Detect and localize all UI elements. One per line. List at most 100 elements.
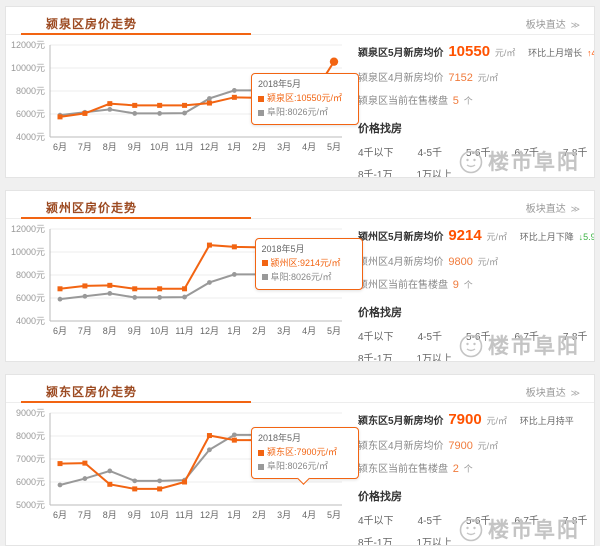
prev-month-stat: 颍泉区4月新房均价 7152 元/㎡ — [358, 69, 594, 84]
price-range-link[interactable]: 4-5千 — [417, 332, 443, 343]
price-range-link[interactable]: 7-8千 — [562, 516, 588, 527]
svg-text:4月: 4月 — [302, 142, 316, 152]
trend-label: 环比上月持平 — [519, 416, 574, 426]
stat-label: 颍州区当前在售楼盘 — [358, 280, 448, 291]
listing-count-stat: 颍泉区当前在售楼盘 5 个 — [358, 92, 594, 107]
price-range-link[interactable]: 1万以上 — [416, 170, 453, 178]
price-range-link[interactable]: 1万以上 — [416, 538, 453, 546]
svg-text:6月: 6月 — [53, 326, 67, 336]
trend-label: 环比上月增长 — [528, 48, 583, 58]
svg-text:3月: 3月 — [277, 510, 291, 520]
trend-label: 环比上月下降 — [519, 232, 574, 242]
svg-text:9月: 9月 — [128, 326, 142, 336]
price-range-link[interactable]: 7-8千 — [562, 332, 588, 343]
listing-count-stat: 颍东区当前在售楼盘 2 个 — [358, 460, 594, 475]
prev-price-value: 7152 — [448, 72, 473, 84]
price-range-link[interactable]: 4千以下 — [358, 148, 394, 159]
svg-text:3月: 3月 — [277, 326, 291, 336]
chart-area: 12000元 10000元 8000元 6000元 4000元 6月 7月 8月 9月 10月 11… — [6, 37, 359, 167]
stat-label: 颍州区5月新房均价 — [358, 232, 444, 243]
svg-text:1月: 1月 — [227, 142, 241, 152]
count-unit: 个 — [463, 96, 473, 106]
price-range-link[interactable]: 4千以下 — [358, 332, 394, 343]
block-nav-link[interactable]: 板块直达 ≫ — [526, 384, 580, 399]
block-nav-link[interactable]: 板块直达 ≫ — [526, 200, 580, 215]
price-range-link[interactable]: 7-8千 — [562, 148, 588, 159]
price-range-link[interactable]: 5-6千 — [466, 516, 491, 527]
stats-column: 颍东区5月新房均价 7900 元/㎡ 环比上月持平 颍东区4月新房均价 7900… — [358, 411, 594, 546]
price-unit: 元/㎡ — [477, 257, 499, 267]
avg-price-value: 7900 — [448, 411, 482, 428]
svg-text:7月: 7月 — [78, 510, 92, 520]
svg-text:2月: 2月 — [252, 326, 266, 336]
count-unit: 个 — [463, 464, 473, 474]
listing-count-stat: 颍州区当前在售楼盘 9 个 — [358, 276, 594, 291]
title-underline — [21, 217, 251, 219]
price-range-link[interactable]: 5-6千 — [466, 148, 491, 159]
tooltip-city-value: 阜阳:8026元/㎡ — [270, 271, 332, 282]
svg-text:5000元: 5000元 — [16, 500, 45, 510]
price-range-link[interactable]: 8千-1万 — [358, 538, 393, 546]
price-range-link[interactable]: 6-7千 — [514, 332, 539, 343]
trend-value: ↓5.98% — [578, 232, 594, 242]
district-series-marker-icon — [261, 260, 268, 267]
tooltip-district-value: 颍州区:9214元/㎡ — [270, 257, 341, 268]
price-unit: 元/㎡ — [477, 441, 499, 451]
stats-column: 颍州区5月新房均价 9214 元/㎡ 环比上月下降 ↓5.98% 颍州区4月新房… — [358, 227, 594, 362]
prev-price-value: 9800 — [448, 256, 473, 268]
price-unit: 元/㎡ — [486, 416, 508, 426]
svg-text:12月: 12月 — [200, 142, 219, 152]
price-unit: 元/㎡ — [486, 232, 508, 242]
price-range-link[interactable]: 5-6千 — [466, 332, 491, 343]
stat-label: 颍东区当前在售楼盘 — [358, 464, 448, 475]
price-range-row: 4千以下 4-5千 5-6千 6-7千 7-8千 — [358, 512, 594, 527]
prev-price-value: 7900 — [448, 440, 473, 452]
price-range-link[interactable]: 6-7千 — [514, 148, 539, 159]
block-nav-link[interactable]: 板块直达 ≫ — [526, 16, 580, 31]
current-month-stat: 颍州区5月新房均价 9214 元/㎡ 环比上月下降 ↓5.98% — [358, 227, 594, 244]
svg-text:4月: 4月 — [302, 326, 316, 336]
price-range-link[interactable]: 8千-1万 — [358, 354, 393, 362]
tooltip-city-value: 阜阳:8026元/㎡ — [267, 460, 329, 471]
price-range-link[interactable]: 4-5千 — [417, 148, 443, 159]
stat-label: 颍泉区5月新房均价 — [358, 48, 444, 59]
svg-text:8000元: 8000元 — [16, 270, 45, 280]
price-range-link[interactable]: 4千以下 — [358, 516, 394, 527]
price-range-link[interactable]: 1万以上 — [416, 354, 453, 362]
city-series-marker-icon — [258, 109, 264, 116]
svg-text:4000元: 4000元 — [16, 132, 45, 142]
svg-text:11月: 11月 — [175, 142, 193, 152]
price-unit: 元/㎡ — [494, 48, 516, 58]
tooltip-date: 2018年5月 — [261, 243, 305, 254]
chart-area: 12000元 10000元 8000元 6000元 4000元 6月 7月 8月 9月 10月 11… — [6, 221, 363, 351]
panel-header: 颍州区房价走势 板块直达 ≫ — [6, 191, 594, 219]
price-trend-chart[interactable]: 9000元 8000元 7000元 6000元 5000元 6月 7月 8月 9月 10月 11月 1… — [6, 405, 356, 535]
svg-text:7000元: 7000元 — [16, 454, 45, 464]
panel-header: 颍东区房价走势 板块直达 ≫ — [6, 375, 594, 403]
svg-text:8月: 8月 — [103, 142, 117, 152]
svg-text:12月: 12月 — [200, 326, 219, 336]
svg-text:8月: 8月 — [103, 510, 117, 520]
panel-body: 12000元 10000元 8000元 6000元 4000元 6月 7月 8月 9月 10月 11… — [6, 35, 594, 178]
price-unit: 元/㎡ — [477, 73, 499, 83]
district-price-panel-yingzhou: 颍州区房价走势 板块直达 ≫ 12000元 10000元 8000元 6000元 400… — [5, 190, 595, 362]
price-range-link[interactable]: 4-5千 — [417, 516, 443, 527]
svg-text:7月: 7月 — [78, 326, 92, 336]
svg-text:1月: 1月 — [227, 510, 241, 520]
price-range-link[interactable]: 8千-1万 — [358, 170, 393, 178]
svg-text:2月: 2月 — [252, 510, 266, 520]
tooltip-city-value: 阜阳:8026元/㎡ — [267, 107, 329, 118]
chart-area: 9000元 8000元 7000元 6000元 5000元 6月 7月 8月 9月 10月 11月 1… — [6, 405, 359, 535]
stat-label: 颍泉区当前在售楼盘 — [358, 96, 448, 107]
svg-text:6月: 6月 — [53, 510, 67, 520]
svg-text:8000元: 8000元 — [16, 86, 45, 96]
district-series-marker-icon — [258, 95, 264, 102]
svg-text:6000元: 6000元 — [16, 109, 45, 119]
tooltip-date: 2018年5月 — [258, 79, 302, 90]
svg-text:5月: 5月 — [327, 142, 341, 152]
svg-text:8月: 8月 — [103, 326, 117, 336]
svg-text:12月: 12月 — [200, 510, 219, 520]
title-underline — [21, 33, 251, 35]
chart-tooltip: 2018年5月 颍东区:7900元/㎡ 阜阳:8026元/㎡ — [251, 427, 359, 479]
price-range-link[interactable]: 6-7千 — [514, 516, 539, 527]
